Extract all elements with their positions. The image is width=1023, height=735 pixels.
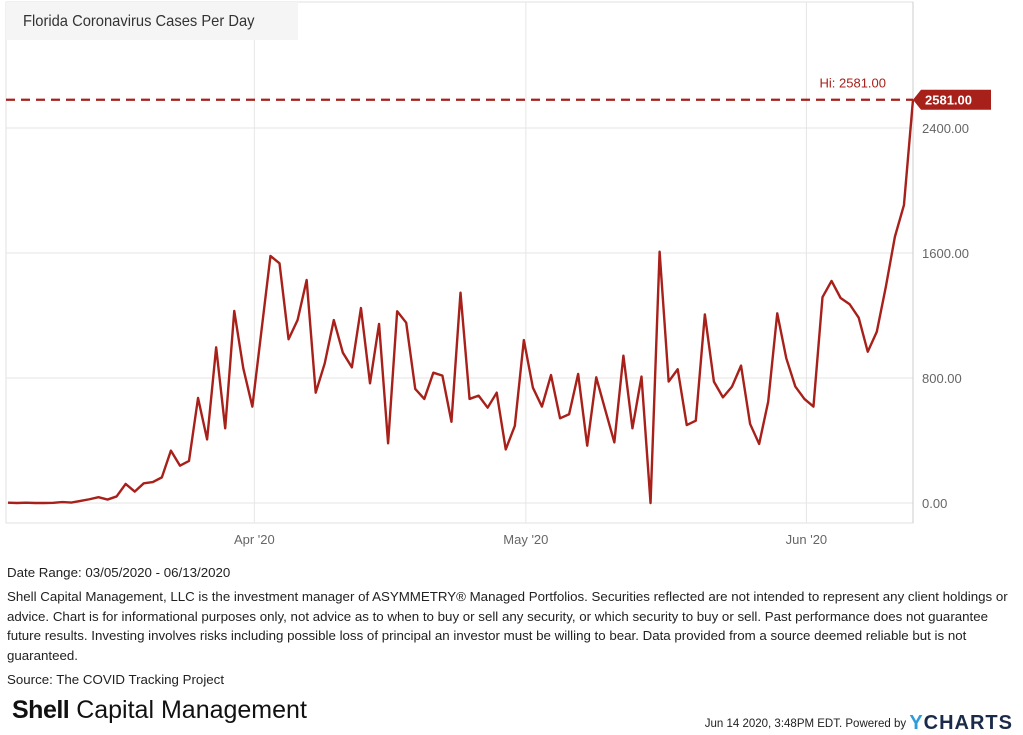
y-tick-label: 2400.00 [922, 121, 969, 136]
series-line [7, 99, 915, 505]
chart-title-box: Florida Coronavirus Cases Per Day [6, 2, 298, 40]
x-tick-label: Jun '20 [786, 532, 828, 547]
y-tick-label: 0.00 [922, 496, 947, 511]
disclaimer: Shell Capital Management, LLC is the inv… [7, 589, 1008, 663]
x-tick-label: May '20 [503, 532, 548, 547]
hi-label: Hi: 2581.00 [820, 76, 887, 91]
ycharts-text: CHARTS [923, 712, 1013, 734]
timestamp: Jun 14 2020, 3:48PM EDT. Powered by [704, 718, 910, 730]
ycharts-y: Y [909, 712, 924, 734]
logo-rest: Capital Management [69, 696, 307, 724]
last-value-badge [913, 89, 991, 110]
shell-capital-logo: Shell Capital Management [12, 696, 307, 725]
date-range: Date Range: 03/05/2020 - 06/13/2020 [7, 565, 231, 580]
y-tick-label: 1600.00 [922, 246, 969, 261]
last-value-label: 2581.00 [925, 93, 972, 108]
logo-bold: Shell [12, 696, 70, 724]
x-tick-label: Apr '20 [234, 532, 275, 547]
line-chart: 0.00 800.00 1600.00 2400.00 Apr '20 May '20 Ju… [5, 1, 991, 547]
timestamp-powered-by: Jun 14 2020, 3:48PM EDT. Powered by YCHA… [705, 712, 1013, 735]
ycharts-logo: YCHARTS [909, 712, 1013, 734]
plot-frame [5, 1, 914, 524]
y-tick-label: 800.00 [922, 371, 962, 386]
chart-title: Florida Coronavirus Cases Per Day [23, 13, 255, 30]
source: Source: The COVID Tracking Project [7, 672, 225, 687]
